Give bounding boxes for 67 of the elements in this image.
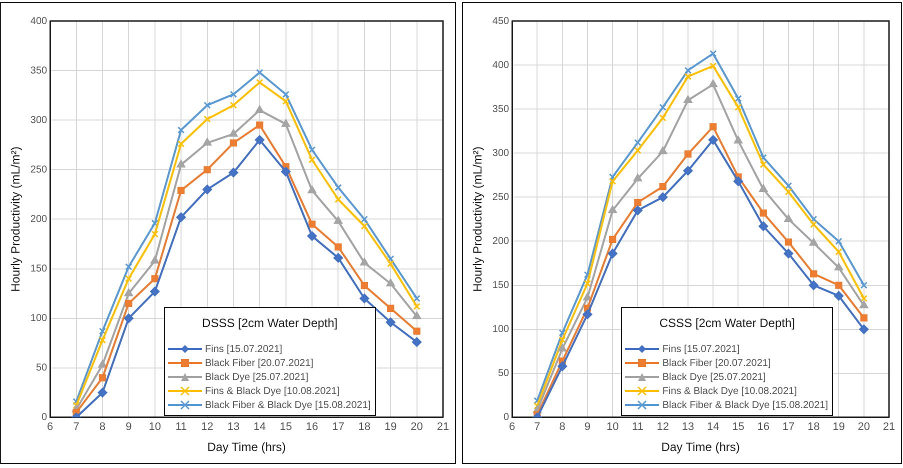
y-tick-label: 400 <box>30 16 48 27</box>
y-axis-title: Hourly Productivity (mL/m²) <box>8 146 23 292</box>
legend-label: Black Fiber [20.07.2021] <box>662 358 771 369</box>
y-tick-label: 250 <box>30 164 48 176</box>
x-tick-label: 19 <box>384 421 397 434</box>
x-tick-label: 8 <box>99 421 106 434</box>
x-tick-label: 14 <box>706 421 720 434</box>
x-tick-label: 18 <box>807 421 820 434</box>
y-tick-label: 100 <box>30 313 48 324</box>
y-tick-label: 100 <box>492 324 510 336</box>
x-tick-label: 12 <box>201 421 214 434</box>
x-tick-label: 17 <box>332 421 344 434</box>
x-tick-label: 11 <box>632 421 644 434</box>
x-tick-label: 12 <box>656 421 669 434</box>
x-tick-label: 9 <box>126 421 132 434</box>
y-tick-label: 0 <box>42 412 48 424</box>
x-tick-label: 7 <box>73 421 80 434</box>
y-tick-label: 150 <box>492 280 510 292</box>
x-tick-label: 13 <box>682 421 694 434</box>
x-tick-label: 21 <box>882 421 896 434</box>
legend-label: Fins & Black Dye [10.08.2021] <box>205 386 340 397</box>
x-tick-label: 17 <box>782 421 795 434</box>
y-tick-label: 250 <box>492 192 510 203</box>
x-tick-label: 21 <box>436 421 450 434</box>
y-tick-label: 350 <box>30 65 48 76</box>
y-tick-label: 400 <box>492 60 510 71</box>
y-tick-label: 150 <box>30 264 48 274</box>
x-tick-label: 15 <box>732 421 744 434</box>
x-tick-label: 8 <box>559 421 566 434</box>
x-tick-label: 9 <box>584 421 591 434</box>
x-tick-label: 10 <box>606 421 619 434</box>
x-axis-title: Day Time (hrs) <box>207 440 286 454</box>
legend-label: Black Dye [25.07.2021] <box>662 372 766 383</box>
legend-label: Black Dye [25.07.2021] <box>205 372 308 383</box>
x-tick-label: 20 <box>410 421 423 434</box>
legend-label: Black Fiber [20.07.2021] <box>205 358 314 369</box>
y-tick-label: 300 <box>30 114 48 126</box>
y-tick-label: 200 <box>492 236 510 247</box>
x-axis-title: Day Time (hrs) <box>661 440 740 454</box>
x-tick-label: 14 <box>254 421 266 434</box>
y-tick-label: 50 <box>36 362 48 374</box>
y-tick-label: 50 <box>498 368 510 380</box>
y-tick-label: 200 <box>30 214 48 225</box>
x-tick-label: 15 <box>280 421 292 434</box>
x-tick-label: 7 <box>534 421 540 434</box>
x-tick-label: 6 <box>509 421 516 434</box>
x-tick-label: 11 <box>175 421 187 434</box>
y-axis-title: Hourly Productivity (mL/m²) <box>470 146 485 292</box>
y-tick-label: 300 <box>492 148 510 159</box>
x-tick-label: 16 <box>306 421 318 434</box>
y-tick-label: 0 <box>504 412 510 424</box>
legend-title: DSSS [2cm Water Depth] <box>201 315 339 332</box>
legend-label: Fins & Black Dye [10.08.2021] <box>662 386 797 397</box>
x-tick-label: 10 <box>148 421 161 434</box>
legend-label: Black Fiber & Black Dye [15.08.2021] <box>205 400 371 411</box>
x-tick-label: 16 <box>757 421 770 434</box>
y-tick-label: 450 <box>492 16 510 27</box>
x-tick-label: 6 <box>47 421 54 434</box>
x-tick-label: 20 <box>858 421 870 434</box>
legend-label: Fins [15.07.2021] <box>662 344 740 355</box>
x-tick-label: 19 <box>832 421 845 434</box>
legend-title: CSSS [2cm Water Depth] <box>658 315 796 332</box>
legend-label: Fins [15.07.2021] <box>205 344 282 355</box>
y-tick-label: 350 <box>492 104 510 115</box>
x-tick-label: 13 <box>227 421 240 434</box>
legend-label: Black Fiber & Black Dye [15.08.2021] <box>662 400 828 411</box>
x-tick-label: 18 <box>358 421 371 434</box>
